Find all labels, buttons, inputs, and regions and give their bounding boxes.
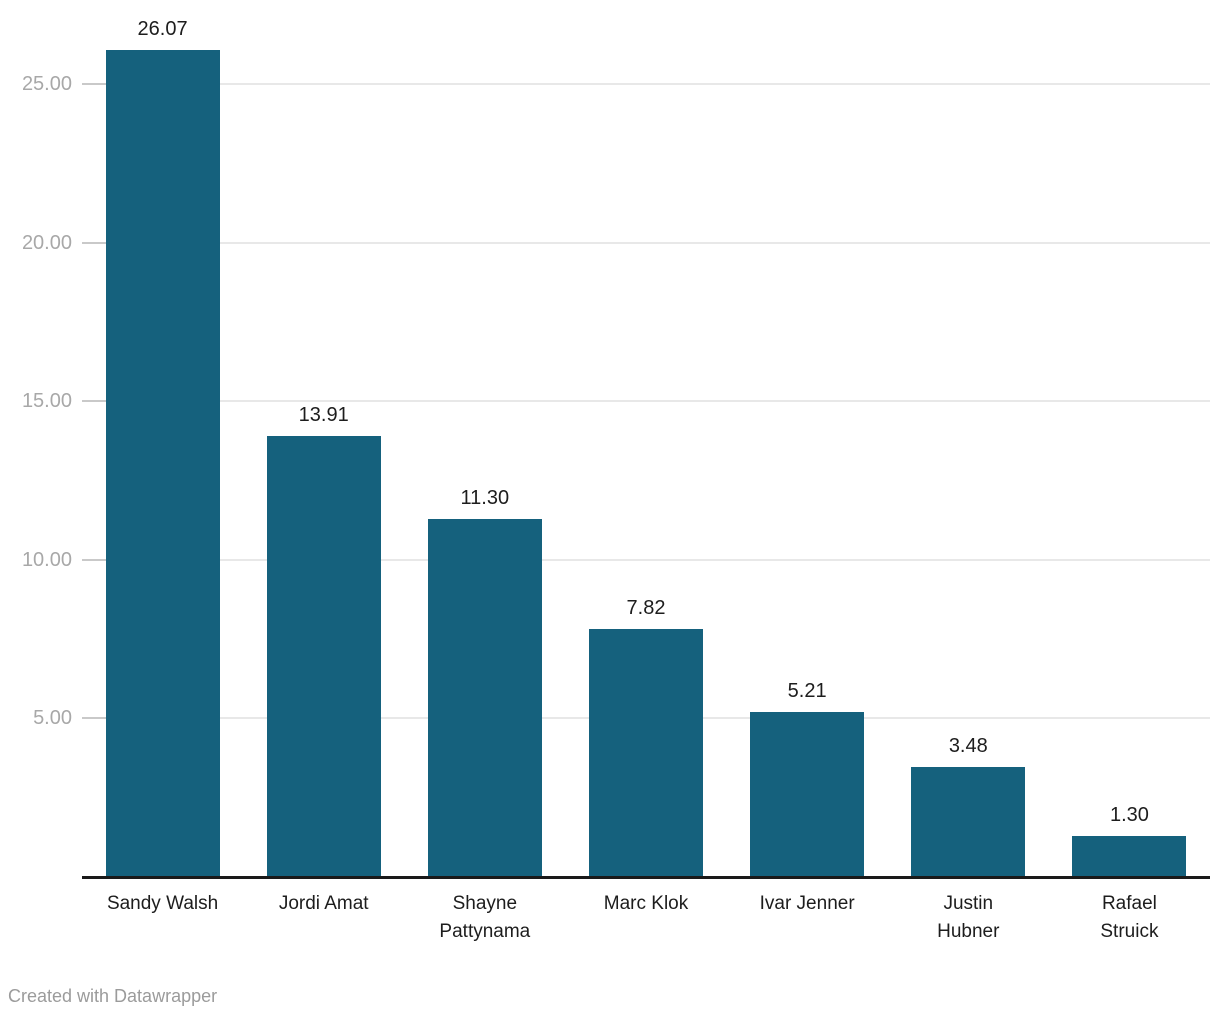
- bar-value-label: 5.21: [787, 679, 827, 702]
- bar-value-label: 11.30: [460, 486, 510, 509]
- x-axis-category-label: Sandy Walsh: [106, 893, 219, 914]
- x-axis-category-label: Rafael Struick: [1100, 893, 1159, 942]
- x-axis-category-label: Jordi Amat: [278, 893, 369, 914]
- x-axis-category-label: Ivar Jenner: [759, 893, 855, 914]
- bar[interactable]: [589, 628, 703, 877]
- y-axis-tick-mark: [82, 717, 106, 720]
- datawrapper-attribution-link[interactable]: Created with Datawrapper: [8, 986, 218, 1006]
- x-axis-category-label: Shayne Pattynama: [439, 893, 531, 942]
- bar-value-label: 26.07: [137, 18, 188, 41]
- y-axis-tick-label: 15.00: [21, 390, 72, 413]
- y-axis-tick-label: 10.00: [21, 548, 72, 571]
- bar-value-label: 1.30: [1109, 803, 1149, 826]
- x-axis-category-label: Justin Hubner: [937, 893, 1000, 942]
- y-axis-tick-label: 5.00: [33, 707, 72, 730]
- bar[interactable]: [427, 518, 542, 877]
- gridline: [82, 241, 1210, 244]
- y-axis-tick-label: 20.00: [21, 231, 72, 254]
- gridline: [82, 83, 1210, 85]
- x-axis-category-label: Marc Klok: [603, 893, 689, 914]
- y-axis-tick-mark: [82, 558, 106, 561]
- y-axis-tick-mark: [82, 400, 106, 403]
- bar[interactable]: [911, 766, 1026, 877]
- gridline: [82, 400, 1210, 403]
- bar-value-label: 3.48: [948, 734, 988, 757]
- x-axis-line: [82, 876, 1210, 879]
- y-axis-tick-mark: [82, 83, 106, 85]
- gridline: [82, 558, 1210, 561]
- bar[interactable]: [266, 435, 381, 877]
- bar[interactable]: [105, 50, 220, 877]
- bar-value-label: 7.82: [626, 596, 666, 619]
- bar[interactable]: [1072, 835, 1187, 877]
- y-axis-tick-label: 25.00: [21, 73, 72, 95]
- y-axis-tick-mark: [82, 241, 106, 244]
- bar[interactable]: [750, 711, 865, 877]
- bar-value-label: 13.91: [298, 403, 349, 426]
